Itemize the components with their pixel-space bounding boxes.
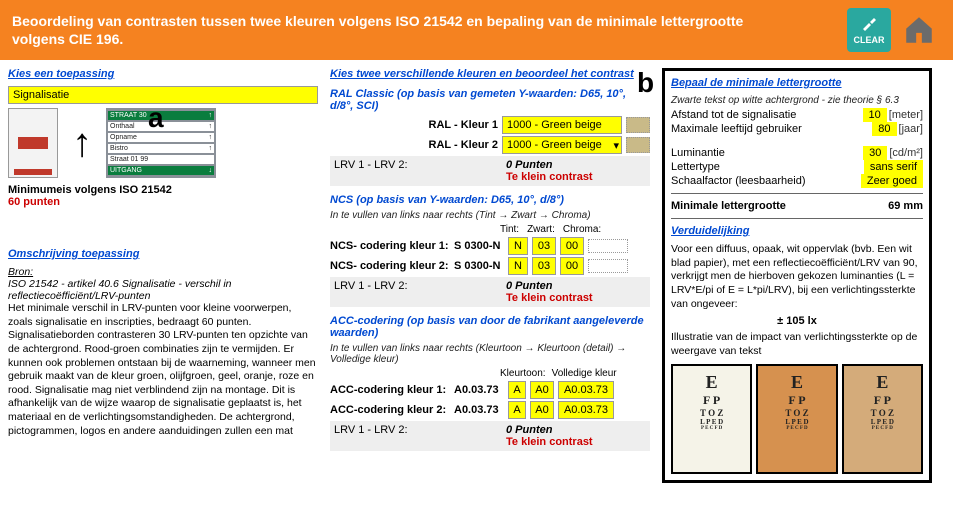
ncs-k1-label: NCS- codering kleur 1: — [330, 240, 450, 252]
acc-lrv-row: LRV 1 - LRV 2: 0 Punten Te klein contras… — [330, 421, 650, 451]
row-fonttype: Lettertype sans serif — [671, 161, 923, 173]
luminance-input[interactable]: 30 — [863, 146, 887, 160]
section-title-app: Kies een toepassing — [8, 68, 318, 80]
acc-k1-c1[interactable]: A — [508, 381, 526, 399]
eye-charts: EF PT O ZL P E DP E C F D EF PT O ZL P E… — [671, 364, 923, 474]
section-title-letter: Bepaal de minimale lettergrootte — [671, 77, 923, 89]
eye-chart-3: EF PT O ZL P E DP E C F D — [842, 364, 923, 474]
row-age: Maximale leeftijd gebruiker 80[jaar] — [671, 123, 923, 135]
main-content: Kies een toepassing Signalisatie ↑ a STR… — [0, 60, 953, 491]
arrow-up-icon: ↑ — [62, 108, 102, 178]
ncs-k1-chroma[interactable]: 00 — [560, 237, 584, 255]
ral-k1-swatch — [626, 117, 650, 133]
acc-k2-c3[interactable]: A0.03.73 — [558, 401, 614, 419]
verduidelijking-body: Voor een diffuus, opaak, wit oppervlak (… — [671, 243, 923, 311]
acc-k2-c2[interactable]: A0 — [530, 401, 554, 419]
header-icons: CLEAR — [847, 8, 941, 52]
brush-icon — [859, 15, 879, 35]
row-distance: Afstand tot de signalisatie 10[meter] — [671, 109, 923, 121]
example-images: ↑ a STRAAT 30↑ Onthaal↑ Opname↑ Bistro↑ … — [8, 108, 318, 178]
ncs-k1-zwart[interactable]: 03 — [532, 237, 556, 255]
eye-chart-1: EF PT O ZL P E DP E C F D — [671, 364, 752, 474]
ral-k2-label: RAL - Kleur 2 — [429, 139, 498, 151]
min-points: 60 punten — [8, 196, 318, 208]
column-application: Kies een toepassing Signalisatie ↑ a STR… — [8, 68, 318, 483]
ncs-k1-tint[interactable]: N — [508, 237, 528, 255]
ral-k2-select[interactable]: 1000 - Green beige▾ — [502, 136, 622, 154]
clear-button[interactable]: CLEAR — [847, 8, 891, 52]
ncs-k2-zwart[interactable]: 03 — [532, 257, 556, 275]
acc-k2-label: ACC-codering kleur 2: — [330, 404, 450, 416]
illustration-caption: Illustratie van de impact van verlichtin… — [671, 331, 923, 358]
ncs-k2-label: NCS- codering kleur 2: — [330, 260, 450, 272]
ral-lrv-row: LRV 1 - LRV 2: 0 Punten Te klein contras… — [330, 156, 650, 186]
column-contrast: Kies twee verschillende kleuren en beoor… — [330, 68, 650, 483]
header: Beoordeling van contrasten tussen twee k… — [0, 0, 953, 60]
acc-note: In te vullen van links naar rechts (Kleu… — [330, 343, 650, 365]
ral-k1-label: RAL - Kleur 1 — [429, 119, 498, 131]
acc-k1-c2[interactable]: A0 — [530, 381, 554, 399]
ral-k1-select[interactable]: 1000 - Green beige — [502, 116, 622, 134]
result-row: Minimale lettergrootte 69 mm — [671, 200, 923, 212]
acc-k2-c1[interactable]: A — [508, 401, 526, 419]
desc-source-label: Bron: — [8, 266, 318, 278]
verduidelijking-title: Verduidelijking — [671, 225, 923, 237]
ncs-headers: Tint: Zwart: Chroma: — [500, 224, 650, 235]
eye-chart-2: EF PT O ZL P E DP E C F D — [756, 364, 837, 474]
row-luminance: Luminantie 30[cd/m²] — [671, 147, 923, 159]
section-title-desc: Omschrijving toepassing — [8, 248, 318, 260]
home-icon — [902, 13, 936, 47]
ral-title: RAL Classic (op basis van gemeten Y-waar… — [330, 88, 650, 112]
acc-title: ACC-codering (op basis van door de fabri… — [330, 315, 650, 339]
ncs-lrv-row: LRV 1 - LRV 2: 0 Punten Te klein contras… — [330, 277, 650, 307]
ncs-k1-swatch — [588, 239, 628, 253]
ral-k2-swatch — [626, 137, 650, 153]
section-title-contrast: Kies twee verschillende kleuren en beoor… — [330, 68, 650, 80]
column-lettersize: b Bepaal de minimale lettergrootte Zwart… — [662, 68, 932, 483]
clear-label: CLEAR — [854, 35, 885, 45]
ncs-k2-chroma[interactable]: 00 — [560, 257, 584, 275]
acc-headers: Kleurtoon: Volledige kleur — [500, 368, 650, 379]
page-title: Beoordeling van contrasten tussen twee k… — [12, 12, 792, 48]
fonttype-input[interactable]: sans serif — [864, 160, 923, 174]
distance-input[interactable]: 10 — [863, 108, 887, 122]
age-input[interactable]: 80 — [872, 122, 896, 136]
sign-image-1 — [8, 108, 58, 178]
scalefactor-input[interactable]: Zeer goed — [861, 174, 923, 188]
min-requirement-label: Minimumeis volgens ISO 21542 — [8, 184, 318, 196]
home-button[interactable] — [897, 8, 941, 52]
acc-k1-label: ACC-codering kleur 1: — [330, 384, 450, 396]
subtitle-theory: Zwarte tekst op witte achtergrond - zie … — [671, 95, 923, 106]
ncs-k2-swatch — [588, 259, 628, 273]
row-scalefactor: Schaalfactor (leesbaarheid) Zeer goed — [671, 175, 923, 187]
desc-body: Het minimale verschil in LRV-punten voor… — [8, 302, 318, 438]
ncs-k2-tint[interactable]: N — [508, 257, 528, 275]
ncs-title: NCS (op basis van Y-waarden: D65, 10°, d… — [330, 194, 650, 206]
label-a: a — [148, 102, 164, 134]
lux-value: ± 105 lx — [671, 315, 923, 327]
ncs-note: In te vullen van links naar rechts (Tint… — [330, 210, 650, 221]
acc-k1-c3[interactable]: A0.03.73 — [558, 381, 614, 399]
label-b: b — [637, 67, 654, 99]
desc-source: ISO 21542 - artikel 40.6 Signalisatie - … — [8, 278, 318, 302]
chevron-down-icon: ▾ — [613, 139, 619, 152]
